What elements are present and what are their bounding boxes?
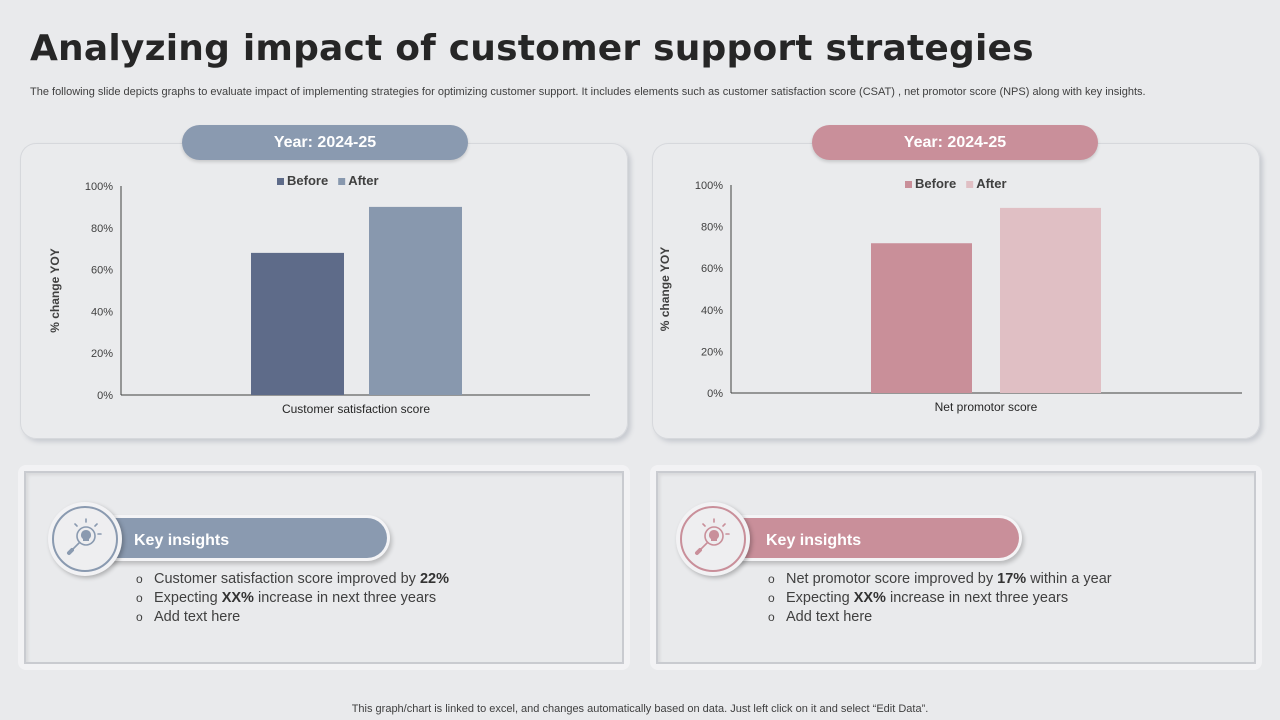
csat-bar-chart[interactable]: 0% 20% 40% 60% 80% 100% % change YOY Customer s… [0,0,640,440]
bar-before[interactable] [251,252,344,395]
insight-bullet[interactable]: Expecting XX% increase in next three yea… [768,589,1112,608]
x-category-label: Customer satisfaction score [282,402,430,416]
legend-label: After [976,176,1006,191]
legend-label: Before [915,176,956,191]
y-tick-label: 20% [701,346,723,358]
insight-bullet[interactable]: Customer satisfaction score improved by … [136,570,449,589]
bar-after[interactable] [1000,207,1101,393]
legend-label: Before [287,173,328,188]
y-tick-label: 0% [707,388,723,400]
nps-insights-heading: Key insights [732,515,1022,561]
legend-label: After [348,173,378,188]
insight-bullet[interactable]: Expecting XX% increase in next three yea… [136,589,449,608]
y-axis-title: % change YOY [658,247,672,331]
legend-swatch [905,181,912,188]
csat-insights-list: Customer satisfaction score improved by … [136,570,449,627]
csat-year-label: Year: 2024-25 [182,125,468,160]
y-tick-label: 100% [85,181,113,193]
y-tick-label: 40% [91,306,113,318]
nps-year-label: Year: 2024-25 [812,125,1098,160]
y-tick-label: 80% [701,222,723,234]
legend-swatch [277,178,284,185]
bar-before[interactable] [871,243,972,393]
legend-swatch [966,181,974,188]
nps-bar-chart[interactable]: 0% 20% 40% 60% 80% 100% % change YOY Net promot… [0,0,1280,440]
y-tick-label: 0% [97,390,113,402]
insight-bullet[interactable]: Net promotor score improved by 17% withi… [768,570,1112,589]
nps-insights-badge [676,502,750,576]
footnote: This graph/chart is linked to excel, and… [351,703,929,715]
y-tick-label: 100% [695,180,723,192]
insight-bullet[interactable]: Add text here [768,608,1112,627]
y-tick-label: 60% [91,265,113,277]
page-title: Analyzing impact of customer support str… [30,28,1034,69]
csat-insights-panel [18,465,630,670]
y-axis-title: % change YOY [48,248,62,332]
nps-insights-list: Net promotor score improved by 17% withi… [768,570,1112,627]
legend-swatch [338,178,346,185]
y-tick-label: 40% [701,305,723,317]
nps-insights-panel [650,465,1262,670]
y-tick-label: 80% [91,223,113,235]
bar-after[interactable] [369,206,462,395]
x-category-label: Net promotor score [935,400,1038,414]
y-tick-label: 60% [701,263,723,275]
y-tick-label: 20% [91,348,113,360]
csat-insights-badge [48,502,122,576]
page-subtitle: The following slide depicts graphs to ev… [30,86,1146,98]
insight-bullet[interactable]: Add text here [136,608,449,627]
lightbulb-magnifier-icon [67,518,102,555]
lightbulb-magnifier-icon [695,518,730,555]
csat-insights-heading: Key insights [100,515,390,561]
